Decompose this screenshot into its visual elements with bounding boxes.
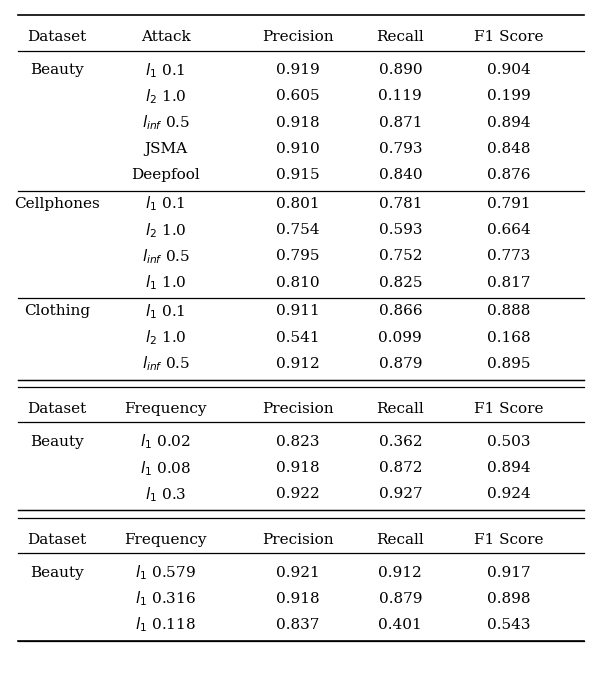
Text: $l_1$ 0.1: $l_1$ 0.1	[145, 61, 186, 79]
Text: Clothing: Clothing	[24, 304, 90, 319]
Text: 0.840: 0.840	[379, 168, 422, 182]
Text: 0.848: 0.848	[487, 142, 530, 156]
Text: $l_1$ 0.118: $l_1$ 0.118	[135, 615, 196, 634]
Text: 0.401: 0.401	[379, 618, 422, 632]
Text: Beauty: Beauty	[30, 435, 84, 449]
Text: $l_1$ 0.3: $l_1$ 0.3	[145, 485, 186, 504]
Text: $l_1$ 0.1: $l_1$ 0.1	[145, 302, 186, 321]
Text: 0.922: 0.922	[276, 487, 320, 502]
Text: 0.927: 0.927	[379, 487, 422, 502]
Text: $l_1$ 1.0: $l_1$ 1.0	[144, 273, 187, 292]
Text: 0.781: 0.781	[379, 197, 422, 211]
Text: $l_1$ 0.1: $l_1$ 0.1	[145, 195, 186, 213]
Text: 0.795: 0.795	[276, 249, 320, 264]
Text: 0.894: 0.894	[487, 461, 530, 475]
Text: 0.895: 0.895	[487, 357, 530, 371]
Text: 0.543: 0.543	[487, 618, 530, 632]
Text: 0.791: 0.791	[487, 197, 530, 211]
Text: 0.918: 0.918	[276, 592, 320, 606]
Text: 0.876: 0.876	[487, 168, 530, 182]
Text: Precision: Precision	[262, 402, 334, 416]
Text: 0.921: 0.921	[276, 566, 320, 580]
Text: F1 Score: F1 Score	[474, 30, 544, 44]
Text: 0.890: 0.890	[379, 63, 422, 77]
Text: 0.817: 0.817	[487, 275, 530, 290]
Text: 0.168: 0.168	[487, 331, 530, 345]
Text: 0.837: 0.837	[276, 618, 320, 632]
Text: 0.904: 0.904	[487, 63, 530, 77]
Text: 0.664: 0.664	[487, 223, 530, 237]
Text: Recall: Recall	[376, 402, 424, 416]
Text: $l_1$ 0.08: $l_1$ 0.08	[140, 459, 191, 477]
Text: Recall: Recall	[376, 30, 424, 44]
Text: 0.810: 0.810	[276, 275, 320, 290]
Text: $l_2$ 1.0: $l_2$ 1.0	[144, 221, 187, 239]
Text: 0.898: 0.898	[487, 592, 530, 606]
Text: 0.919: 0.919	[276, 63, 320, 77]
Text: 0.199: 0.199	[487, 90, 530, 104]
Text: 0.872: 0.872	[379, 461, 422, 475]
Text: 0.541: 0.541	[276, 331, 320, 345]
Text: 0.752: 0.752	[379, 249, 422, 264]
Text: 0.917: 0.917	[487, 566, 530, 580]
Text: $l_{inf}$ 0.5: $l_{inf}$ 0.5	[141, 113, 190, 132]
Text: 0.823: 0.823	[276, 435, 320, 449]
Text: 0.119: 0.119	[379, 90, 422, 104]
Text: 0.593: 0.593	[379, 223, 422, 237]
Text: 0.754: 0.754	[276, 223, 320, 237]
Text: Precision: Precision	[262, 30, 334, 44]
Text: $l_2$ 1.0: $l_2$ 1.0	[144, 328, 187, 347]
Text: 0.871: 0.871	[379, 116, 422, 130]
Text: Beauty: Beauty	[30, 63, 84, 77]
Text: 0.911: 0.911	[276, 304, 320, 319]
Text: 0.362: 0.362	[379, 435, 422, 449]
Text: $l_2$ 1.0: $l_2$ 1.0	[144, 87, 187, 106]
Text: $l_{inf}$ 0.5: $l_{inf}$ 0.5	[141, 247, 190, 266]
Text: Dataset: Dataset	[28, 402, 87, 416]
Text: 0.605: 0.605	[276, 90, 320, 104]
Text: 0.879: 0.879	[379, 592, 422, 606]
Text: 0.888: 0.888	[487, 304, 530, 319]
Text: 0.915: 0.915	[276, 168, 320, 182]
Text: Frequency: Frequency	[124, 402, 207, 416]
Text: 0.866: 0.866	[379, 304, 422, 319]
Text: Deepfool: Deepfool	[131, 168, 200, 182]
Text: F1 Score: F1 Score	[474, 533, 544, 547]
Text: 0.912: 0.912	[276, 357, 320, 371]
Text: $l_{inf}$ 0.5: $l_{inf}$ 0.5	[141, 355, 190, 373]
Text: 0.924: 0.924	[487, 487, 530, 502]
Text: $l_1$ 0.02: $l_1$ 0.02	[140, 433, 191, 451]
Text: Precision: Precision	[262, 533, 334, 547]
Text: F1 Score: F1 Score	[474, 402, 544, 416]
Text: $l_1$ 0.316: $l_1$ 0.316	[135, 589, 196, 608]
Text: 0.910: 0.910	[276, 142, 320, 156]
Text: Cellphones: Cellphones	[14, 197, 100, 211]
Text: 0.801: 0.801	[276, 197, 320, 211]
Text: Frequency: Frequency	[124, 533, 207, 547]
Text: 0.503: 0.503	[487, 435, 530, 449]
Text: 0.918: 0.918	[276, 116, 320, 130]
Text: 0.894: 0.894	[487, 116, 530, 130]
Text: 0.773: 0.773	[487, 249, 530, 264]
Text: Beauty: Beauty	[30, 566, 84, 580]
Text: Recall: Recall	[376, 533, 424, 547]
Text: 0.918: 0.918	[276, 461, 320, 475]
Text: 0.825: 0.825	[379, 275, 422, 290]
Text: 0.879: 0.879	[379, 357, 422, 371]
Text: 0.912: 0.912	[379, 566, 422, 580]
Text: $l_1$ 0.579: $l_1$ 0.579	[135, 563, 196, 582]
Text: 0.793: 0.793	[379, 142, 422, 156]
Text: JSMA: JSMA	[144, 142, 187, 156]
Text: Attack: Attack	[141, 30, 190, 44]
Text: Dataset: Dataset	[28, 30, 87, 44]
Text: 0.099: 0.099	[379, 331, 422, 345]
Text: Dataset: Dataset	[28, 533, 87, 547]
